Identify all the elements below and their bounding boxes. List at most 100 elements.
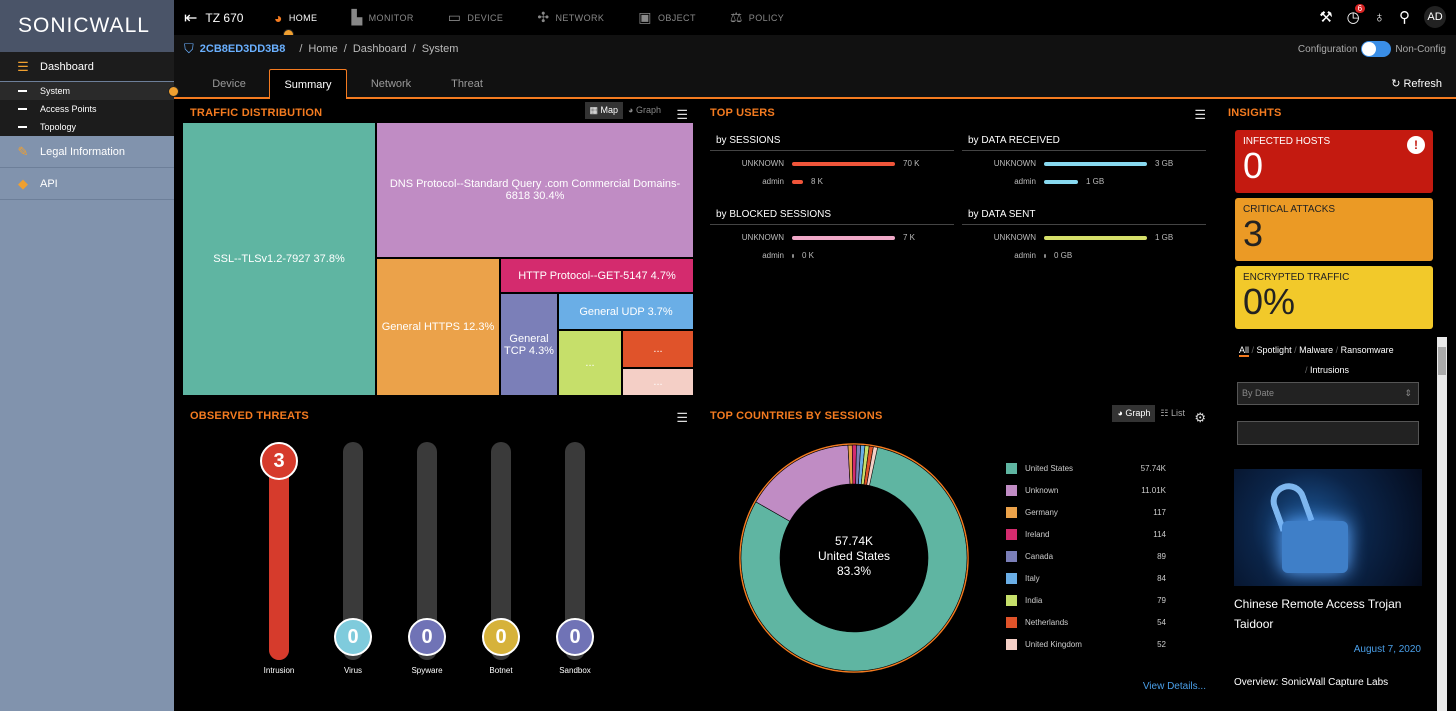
treemap-cell-tcp[interactable]: General TCP 4.3% — [500, 293, 558, 396]
observed-threats-panel: OBSERVED THREATS ☰ 3 Intrusion 0 Virus 0 Spyw… — [182, 404, 694, 700]
blocked-header: by BLOCKED SESSIONS — [710, 205, 954, 225]
filter-ransomware[interactable]: Ransomware — [1340, 345, 1394, 355]
encrypted-traffic-card[interactable]: ENCRYPTED TRAFFIC 0% — [1235, 266, 1433, 329]
user-bar[interactable] — [1044, 254, 1046, 258]
article-image[interactable] — [1234, 469, 1422, 586]
scrollbar-thumb[interactable] — [1438, 347, 1446, 375]
sidebar-item-system[interactable]: System — [0, 82, 174, 100]
tab-threat[interactable]: Threat — [451, 78, 483, 90]
notifications-icon[interactable]: ◷ 6 — [1347, 4, 1366, 26]
infected-hosts-card[interactable]: INFECTED HOSTS 0 ! — [1235, 130, 1433, 193]
sidebar-item-dashboard[interactable]: ☰ Dashboard — [0, 52, 174, 82]
filter-intrusions[interactable]: Intrusions — [1310, 365, 1350, 375]
breadcrumb-dashboard[interactable]: Dashboard — [352, 43, 407, 55]
graph-button[interactable]: ◕ Graph — [628, 105, 661, 115]
nav-device[interactable]: ▭ DEVICE — [448, 9, 504, 26]
device-selector[interactable]: ⇤ TZ 670 — [174, 8, 274, 28]
nav-home[interactable]: ◕ HOME — [274, 10, 317, 26]
treemap-cell-https[interactable]: General HTTPS 12.3% — [376, 258, 500, 396]
filter-spotlight[interactable]: Spotlight — [1256, 345, 1292, 355]
alert-icon: ! — [1407, 136, 1425, 154]
nav-object[interactable]: ▣ OBJECT — [638, 9, 696, 26]
lightbulb-icon[interactable]: ♁ — [1373, 8, 1385, 26]
device-serial[interactable]: 2CB8ED3DD3B8 — [199, 43, 286, 55]
legend-item[interactable]: United States 57.74K — [1006, 461, 1166, 475]
nav-policy[interactable]: ⚖ POLICY — [730, 9, 784, 26]
config-toggle[interactable] — [1361, 41, 1392, 57]
map-button[interactable]: ▦ Map — [584, 102, 624, 119]
user-name: UNKNOWN — [741, 159, 784, 168]
tools-icon[interactable]: ⚒ — [1319, 9, 1333, 26]
collapse-menu-icon[interactable]: ⇤ — [184, 9, 198, 27]
gear-icon[interactable]: ⚙ — [1194, 410, 1206, 425]
sidebar-item-legal[interactable]: ✎ Legal Information — [0, 136, 174, 168]
top-users-panel: TOP USERS ☰ by SESSIONS by DATA RECEIVED… — [702, 101, 1212, 396]
threat-label: Sandbox — [559, 666, 591, 675]
legend-item[interactable]: Unknown 11.01K — [1006, 483, 1166, 497]
filter-all[interactable]: All — [1239, 345, 1250, 357]
treemap-cell-udp[interactable]: General UDP 3.7% — [558, 293, 694, 330]
top-icons: ⚒ ◷ 6 ♁ ⚲ AD — [1319, 4, 1446, 28]
threat-count[interactable]: 0 — [482, 618, 520, 656]
treemap-cell-dns[interactable]: DNS Protocol--Standard Query .com Commer… — [376, 122, 694, 258]
treemap-cell-http[interactable]: HTTP Protocol--GET-5147 4.7% — [500, 258, 694, 293]
donut-slice[interactable] — [866, 446, 878, 486]
graph-label: Graph — [635, 105, 661, 115]
legend-item[interactable]: United Kingdom 52 — [1006, 637, 1166, 651]
legend-item[interactable]: Canada 89 — [1006, 549, 1166, 563]
sidebar-item-api[interactable]: ◆ API — [0, 168, 174, 200]
sort-select[interactable]: By Date ⇕ — [1237, 382, 1419, 405]
user-bar[interactable] — [1044, 162, 1147, 166]
nav-network[interactable]: ✣ NETWORK — [537, 9, 604, 26]
treemap-cell-other3[interactable]: ... — [622, 368, 694, 396]
treemap-cell-other1[interactable]: ... — [558, 330, 622, 396]
menu-icon[interactable]: ☰ — [676, 410, 688, 425]
sidebar-item-topology[interactable]: Topology — [0, 118, 174, 136]
tab-summary[interactable]: Summary — [269, 69, 347, 99]
insights-scrollbar[interactable] — [1437, 337, 1447, 711]
search-input[interactable] — [1237, 421, 1419, 445]
legend-name: United States — [1025, 463, 1074, 473]
treemap-cell-ssl[interactable]: SSL--TLSv1.2-7927 37.8% — [182, 122, 376, 396]
legend-item[interactable]: Italy 84 — [1006, 571, 1166, 585]
treemap-cell-other2[interactable]: ... — [622, 330, 694, 368]
donut-slice[interactable] — [740, 444, 968, 672]
breadcrumb-home[interactable]: Home — [308, 43, 338, 55]
card-value: 0 — [1243, 145, 1264, 186]
critical-attacks-card[interactable]: CRITICAL ATTACKS 3 — [1235, 198, 1433, 261]
legend-item[interactable]: Netherlands 54 — [1006, 615, 1166, 629]
threat-count[interactable]: 0 — [408, 618, 446, 656]
view-details-link[interactable]: View Details... — [1142, 681, 1206, 692]
sidebar-item-access-points[interactable]: Access Points — [0, 100, 174, 118]
legend-item[interactable]: Germany 117 — [1006, 505, 1166, 519]
refresh-button[interactable]: ↻ Refresh — [1391, 77, 1442, 90]
treemap-label: General UDP 3.7% — [579, 305, 673, 318]
legend-item[interactable]: India 79 — [1006, 593, 1166, 607]
threat-count[interactable]: 0 — [334, 618, 372, 656]
nav-monitor[interactable]: ▙ MONITOR — [351, 9, 413, 26]
article-title[interactable]: Chinese Remote Access Trojan Taidoor — [1234, 597, 1402, 631]
threat-count[interactable]: 3 — [260, 442, 298, 480]
user-bar[interactable] — [792, 162, 895, 166]
dash-icon — [18, 108, 27, 110]
tab-device[interactable]: Device — [212, 78, 246, 90]
user-bar[interactable] — [1044, 180, 1078, 184]
avatar[interactable]: AD — [1424, 6, 1446, 28]
filter-malware[interactable]: Malware — [1299, 345, 1334, 355]
menu-icon[interactable]: ☰ — [1194, 107, 1206, 122]
user-bar[interactable] — [1044, 236, 1147, 240]
tab-network[interactable]: Network — [370, 78, 412, 90]
threat-count[interactable]: 0 — [556, 618, 594, 656]
legend-item[interactable]: Ireland 114 — [1006, 527, 1166, 541]
treemap-label: ... — [653, 343, 663, 355]
graph-button[interactable]: ◕ Graph — [1112, 405, 1156, 422]
logo-text-wall: WALL — [89, 14, 150, 37]
refresh-icon: ↻ — [1391, 78, 1404, 90]
sonicwall-logo[interactable]: SONIC WALL — [0, 0, 174, 52]
list-button[interactable]: ☷ List — [1160, 408, 1185, 418]
user-bar[interactable] — [792, 254, 794, 258]
menu-icon[interactable]: ☰ — [676, 107, 688, 122]
search-icon[interactable]: ⚲ — [1399, 9, 1410, 26]
user-bar[interactable] — [792, 180, 803, 184]
user-bar[interactable] — [792, 236, 895, 240]
